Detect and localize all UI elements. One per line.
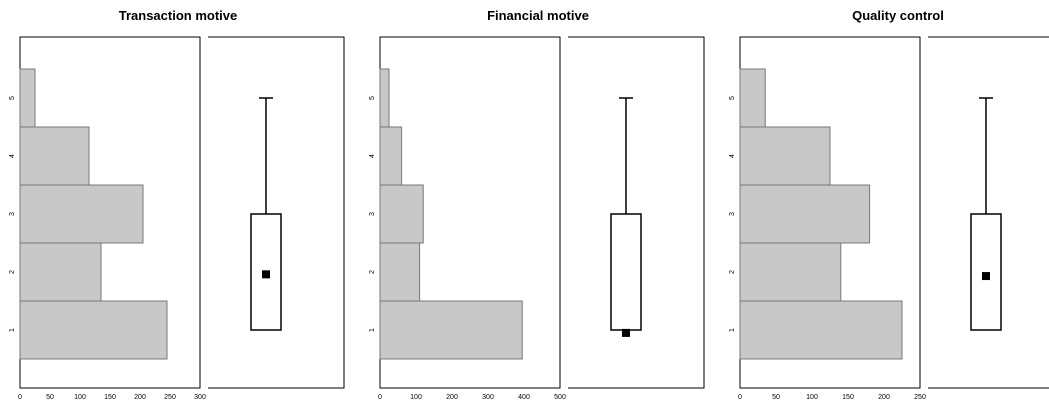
bar — [379, 126, 403, 186]
x-tick-label: 100 — [410, 394, 422, 400]
bar — [379, 68, 390, 128]
chart-panel-3: Quality control 1 2 3 4 5 0 50 100 150 200 250 — [728, 0, 1049, 400]
x-tick-label: 0 — [18, 394, 22, 400]
bar — [739, 300, 903, 360]
y-tick-label: 1 — [9, 328, 16, 332]
y-tick-label: 2 — [9, 270, 16, 274]
mean-marker — [982, 272, 990, 281]
chart-title: Quality control — [852, 8, 944, 23]
bar — [739, 184, 871, 244]
chart-panel-1: Transaction motive 1 2 3 4 5 0 50 100 150 200 250 3… — [8, 0, 348, 400]
chart-title: Transaction motive — [118, 8, 238, 23]
chart-title: Financial motive — [487, 8, 589, 23]
x-tick-label: 300 — [482, 394, 494, 400]
bar — [739, 126, 831, 186]
chart-svg: 1 2 3 4 5 0 100 200 300 400 500 — [369, 36, 705, 400]
x-tick-label: 150 — [842, 394, 854, 400]
boxplot-frame — [568, 36, 705, 389]
mean-marker — [622, 328, 630, 337]
x-tick-label: 100 — [806, 394, 818, 400]
box — [970, 213, 1002, 331]
x-tick-label: 250 — [164, 394, 176, 400]
x-tick-label: 400 — [518, 394, 530, 400]
bar — [739, 242, 842, 302]
x-tick-label: 0 — [378, 394, 382, 400]
y-tick-label: 1 — [369, 328, 376, 332]
y-tick-label: 4 — [9, 154, 16, 158]
y-tick-label: 5 — [729, 96, 736, 100]
bar — [19, 184, 144, 244]
x-tick-label: 0 — [738, 394, 742, 400]
y-tick-label: 4 — [729, 154, 736, 158]
x-tick-label: 50 — [772, 394, 780, 400]
x-tick-label: 250 — [914, 394, 926, 400]
bar — [379, 300, 523, 360]
x-tick-label: 300 — [194, 394, 206, 400]
chart-panel-2: Financial motive 1 2 3 4 5 0 100 200 300 400 500 — [368, 0, 708, 400]
bar — [379, 184, 424, 244]
x-tick-label: 500 — [554, 394, 566, 400]
x-tick-label: 150 — [104, 394, 116, 400]
x-tick-label: 200 — [446, 394, 458, 400]
x-tick-label: 200 — [134, 394, 146, 400]
x-tick-label: 100 — [74, 394, 86, 400]
y-tick-label: 3 — [369, 212, 376, 216]
bar — [19, 300, 168, 360]
boxplot-frame — [928, 36, 1049, 389]
x-tick-label: 200 — [878, 394, 890, 400]
mean-marker — [262, 270, 270, 279]
bar — [19, 126, 90, 186]
bar — [739, 68, 766, 128]
bar — [379, 242, 421, 302]
y-tick-label: 2 — [729, 270, 736, 274]
bar — [19, 242, 102, 302]
y-tick-label: 1 — [729, 328, 736, 332]
y-tick-label: 3 — [9, 212, 16, 216]
y-tick-label: 5 — [9, 96, 16, 100]
y-tick-label: 2 — [369, 270, 376, 274]
y-tick-label: 3 — [729, 212, 736, 216]
y-tick-label: 5 — [369, 96, 376, 100]
bar — [19, 68, 36, 128]
box — [610, 213, 642, 331]
y-tick-label: 4 — [369, 154, 376, 158]
x-tick-label: 50 — [46, 394, 54, 400]
boxplot-frame — [208, 36, 345, 389]
